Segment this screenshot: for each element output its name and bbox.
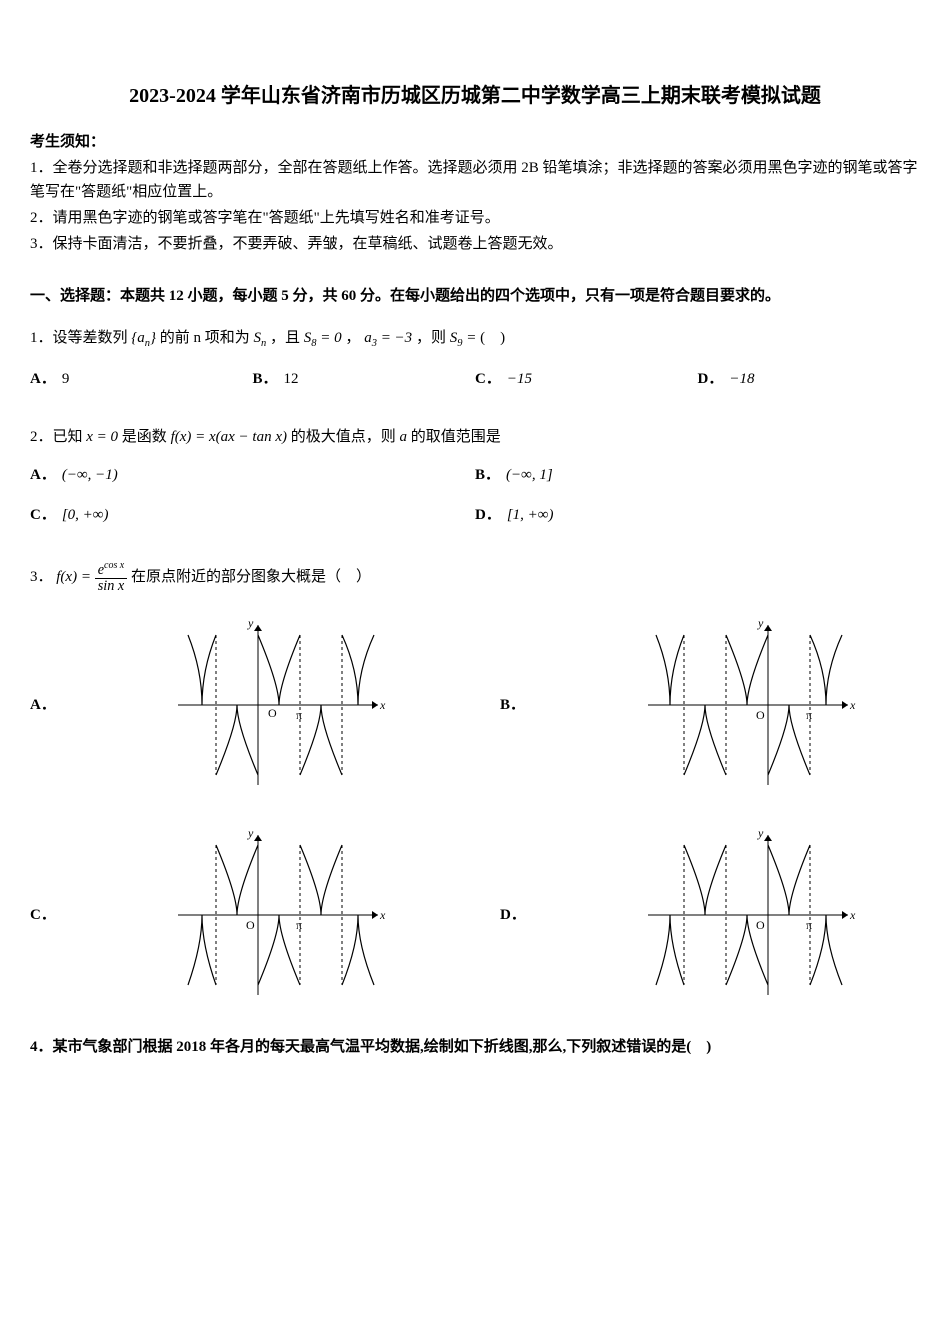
q2-mid2: 的极大值点，则 [291, 429, 396, 445]
svg-text:π: π [296, 918, 302, 932]
q1-mid1: 的前 n 项和为 [160, 330, 250, 346]
q3-graph-b: O x y π [638, 615, 858, 795]
q2-opt-c: C．[0, +∞) [30, 503, 475, 527]
q1-opt-a-val: 9 [62, 367, 70, 391]
q1-opt-a: A．9 [30, 367, 253, 391]
question-2: 2．已知 x = 0 是函数 f(x) = x(ax − tan x) 的极大值… [30, 425, 920, 543]
q2-opt-b: B．(−∞, 1] [475, 463, 920, 487]
svg-text:y: y [757, 616, 764, 630]
svg-text:π: π [806, 918, 812, 932]
svg-text:O: O [268, 706, 277, 720]
section-1-title: 一、选择题：本题共 12 小题，每小题 5 分，共 60 分。在每小题给出的四个… [30, 284, 920, 308]
question-3: 3． f(x) = ecos xsin x 在原点附近的部分图象大概是（ ） A… [30, 561, 920, 1005]
q1-opt-b-val: 12 [284, 367, 299, 391]
q3-opt-b-label: B． [500, 693, 588, 717]
q1-opt-d: D．−18 [698, 367, 921, 391]
q1-opt-c-val: −15 [507, 367, 532, 391]
q1-mid2: ，且 [270, 330, 300, 346]
svg-text:π: π [806, 708, 812, 722]
svg-text:x: x [849, 698, 856, 712]
q3-graph-d: O x y π [638, 825, 858, 1005]
q2-mid1: 是函数 [122, 429, 167, 445]
q2-opt-a: A．(−∞, −1) [30, 463, 475, 487]
q1-opt-d-val: −18 [729, 367, 754, 391]
q2-opt-d: D．[1, +∞) [475, 503, 920, 527]
rule-1: 1．全卷分选择题和非选择题两部分，全部在答题纸上作答。选择题必须用 2B 铅笔填… [30, 156, 920, 204]
notice-header: 考生须知： [30, 130, 920, 154]
q3-text: 3． f(x) = ecos xsin x 在原点附近的部分图象大概是（ ） [30, 569, 371, 585]
rule-3: 3．保持卡面清洁，不要折叠，不要弄破、弄皱，在草稿纸、试题卷上答题无效。 [30, 232, 920, 256]
svg-text:O: O [756, 708, 765, 722]
q2-text: 2．已知 x = 0 是函数 f(x) = x(ax − tan x) 的极大值… [30, 429, 501, 445]
q2-opt-c-val: [0, +∞) [62, 503, 109, 527]
q1-opt-b: B．12 [253, 367, 476, 391]
q3-graph-c: O x y π [168, 825, 388, 1005]
question-4: 4．某市气象部门根据 2018 年各月的每天最高气温平均数据,绘制如下折线图,那… [30, 1035, 920, 1059]
svg-text:O: O [246, 918, 255, 932]
svg-text:y: y [757, 826, 764, 840]
q2-opt-b-val: (−∞, 1] [506, 463, 553, 487]
q3-prefix: 3． [30, 569, 53, 585]
q1-prefix: 1．设等差数列 [30, 330, 128, 346]
q1-mid3: ， [345, 330, 360, 346]
q2-options: A．(−∞, −1) B．(−∞, 1] C．[0, +∞) D．[1, +∞) [30, 463, 920, 543]
rule-2: 2．请用黑色字迹的钢笔或答字笔在"答题纸"上先填写姓名和准考证号。 [30, 206, 920, 230]
q2-prefix: 2．已知 [30, 429, 83, 445]
q1-suffix: ( ) [480, 330, 505, 346]
q1-opt-c: C．−15 [475, 367, 698, 391]
q3-graph-a: O x y π [168, 615, 388, 795]
question-1: 1．设等差数列 {an} 的前 n 项和为 Sn ，且 S8 = 0 ， a3 … [30, 326, 920, 407]
q1-options: A．9 B．12 C．−15 D．−18 [30, 367, 920, 407]
q3-opt-d-label: D． [500, 903, 588, 927]
svg-text:π: π [296, 708, 302, 722]
q2-opt-d-val: [1, +∞) [507, 503, 554, 527]
q3-suffix: 在原点附近的部分图象大概是（ ） [131, 569, 371, 585]
page-title: 2023-2024 学年山东省济南市历城区历城第二中学数学高三上期末联考模拟试题 [30, 80, 920, 112]
q2-opt-a-val: (−∞, −1) [62, 463, 118, 487]
svg-text:x: x [849, 908, 856, 922]
svg-text:x: x [379, 698, 386, 712]
q1-text: 1．设等差数列 {an} 的前 n 项和为 Sn ，且 S8 = 0 ， a3 … [30, 330, 505, 346]
q4-text: 4．某市气象部门根据 2018 年各月的每天最高气温平均数据,绘制如下折线图,那… [30, 1039, 711, 1055]
q2-suffix: 的取值范围是 [411, 429, 501, 445]
q1-mid4: ，则 [416, 330, 446, 346]
svg-text:y: y [247, 826, 254, 840]
q3-opt-c-label: C． [30, 903, 118, 927]
svg-text:x: x [379, 908, 386, 922]
svg-text:O: O [756, 918, 765, 932]
q3-opt-a-label: A． [30, 693, 118, 717]
q3-graphs: A． O x y π B． O [30, 615, 920, 1005]
svg-text:y: y [247, 616, 254, 630]
